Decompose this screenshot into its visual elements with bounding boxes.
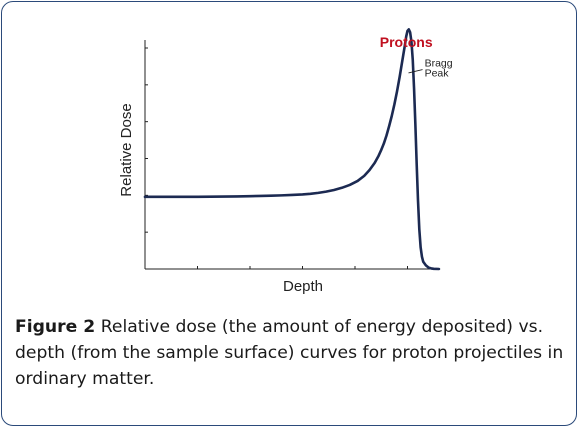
figure-caption: Figure 2 Relative dose (the amount of en… bbox=[15, 314, 567, 392]
annotation-leader-line bbox=[408, 69, 423, 74]
annotation-bragg: Bragg bbox=[425, 58, 453, 70]
caption-lead: Figure 2 bbox=[15, 317, 96, 337]
ticks-layer bbox=[144, 47, 408, 270]
annotation-peak: Peak bbox=[425, 68, 450, 80]
series-label-protons: Protons bbox=[380, 34, 433, 50]
x-axis-label: Depth bbox=[283, 278, 323, 295]
series-layer bbox=[143, 28, 441, 271]
figure-frame bbox=[1, 1, 577, 426]
caption-text: Relative dose (the amount of energy depo… bbox=[15, 317, 564, 389]
y-axis-label: Relative Dose bbox=[118, 103, 135, 196]
axes-layer bbox=[144, 40, 430, 270]
series-line-protons bbox=[143, 28, 441, 271]
